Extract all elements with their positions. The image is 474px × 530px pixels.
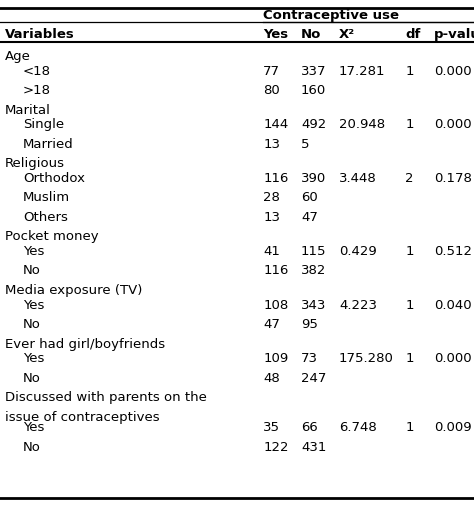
Text: 13: 13 [263, 138, 280, 151]
Text: 73: 73 [301, 352, 318, 365]
Text: 160: 160 [301, 84, 326, 97]
Text: >18: >18 [23, 84, 51, 97]
Text: 2: 2 [405, 172, 414, 185]
Text: 4.223: 4.223 [339, 298, 377, 312]
Text: 60: 60 [301, 191, 318, 205]
Text: 1: 1 [405, 421, 414, 435]
Text: Pocket money: Pocket money [5, 231, 99, 243]
Text: Yes: Yes [263, 28, 288, 41]
Text: 390: 390 [301, 172, 326, 185]
Text: Discussed with parents on the: Discussed with parents on the [5, 391, 207, 404]
Text: 95: 95 [301, 318, 318, 331]
Text: 108: 108 [263, 298, 288, 312]
Text: Religious: Religious [5, 157, 65, 170]
Text: Yes: Yes [23, 245, 44, 258]
Text: 1: 1 [405, 65, 414, 77]
Text: No: No [23, 264, 41, 278]
Text: 122: 122 [263, 441, 289, 454]
Text: 17.281: 17.281 [339, 65, 385, 77]
Text: X²: X² [339, 28, 355, 41]
Text: Ever had girl/boyfriends: Ever had girl/boyfriends [5, 338, 165, 351]
Text: 20.948: 20.948 [339, 118, 385, 131]
Text: Married: Married [23, 138, 73, 151]
Text: 431: 431 [301, 441, 327, 454]
Text: Yes: Yes [23, 298, 44, 312]
Text: 492: 492 [301, 118, 326, 131]
Text: No: No [23, 318, 41, 331]
Text: <18: <18 [23, 65, 51, 77]
Text: issue of contraceptives: issue of contraceptives [5, 411, 159, 424]
Text: 3.448: 3.448 [339, 172, 377, 185]
Text: 66: 66 [301, 421, 318, 435]
Text: 1: 1 [405, 352, 414, 365]
Text: 0.040: 0.040 [434, 298, 471, 312]
Text: No: No [301, 28, 321, 41]
Text: 0.178: 0.178 [434, 172, 472, 185]
Text: df: df [405, 28, 420, 41]
Text: 35: 35 [263, 421, 280, 435]
Text: Variables: Variables [5, 28, 74, 41]
Text: Muslim: Muslim [23, 191, 70, 205]
Text: 116: 116 [263, 172, 289, 185]
Text: 47: 47 [263, 318, 280, 331]
Text: No: No [23, 372, 41, 385]
Text: 382: 382 [301, 264, 327, 278]
Text: Single: Single [23, 118, 64, 131]
Text: 115: 115 [301, 245, 327, 258]
Text: 1: 1 [405, 245, 414, 258]
Text: Yes: Yes [23, 421, 44, 435]
Text: 0.000: 0.000 [434, 65, 471, 77]
Text: 77: 77 [263, 65, 280, 77]
Text: 337: 337 [301, 65, 327, 77]
Text: 1: 1 [405, 118, 414, 131]
Text: 144: 144 [263, 118, 288, 131]
Text: Marital: Marital [5, 104, 51, 117]
Text: Contraceptive use: Contraceptive use [263, 9, 399, 22]
Text: 41: 41 [263, 245, 280, 258]
Text: Yes: Yes [23, 352, 44, 365]
Text: Age: Age [5, 50, 31, 63]
Text: 47: 47 [301, 211, 318, 224]
Text: 13: 13 [263, 211, 280, 224]
Text: 48: 48 [263, 372, 280, 385]
Text: 0.000: 0.000 [434, 352, 471, 365]
Text: 5: 5 [301, 138, 310, 151]
Text: 0.429: 0.429 [339, 245, 377, 258]
Text: 6.748: 6.748 [339, 421, 377, 435]
Text: 1: 1 [405, 298, 414, 312]
Text: 0.512: 0.512 [434, 245, 472, 258]
Text: 28: 28 [263, 191, 280, 205]
Text: 109: 109 [263, 352, 288, 365]
Text: No: No [23, 441, 41, 454]
Text: 116: 116 [263, 264, 289, 278]
Text: 175.280: 175.280 [339, 352, 394, 365]
Text: 247: 247 [301, 372, 327, 385]
Text: Media exposure (TV): Media exposure (TV) [5, 284, 142, 297]
Text: Others: Others [23, 211, 68, 224]
Text: 0.009: 0.009 [434, 421, 471, 435]
Text: Orthodox: Orthodox [23, 172, 85, 185]
Text: 343: 343 [301, 298, 327, 312]
Text: 0.000: 0.000 [434, 118, 471, 131]
Text: 80: 80 [263, 84, 280, 97]
Text: p-value: p-value [434, 28, 474, 41]
